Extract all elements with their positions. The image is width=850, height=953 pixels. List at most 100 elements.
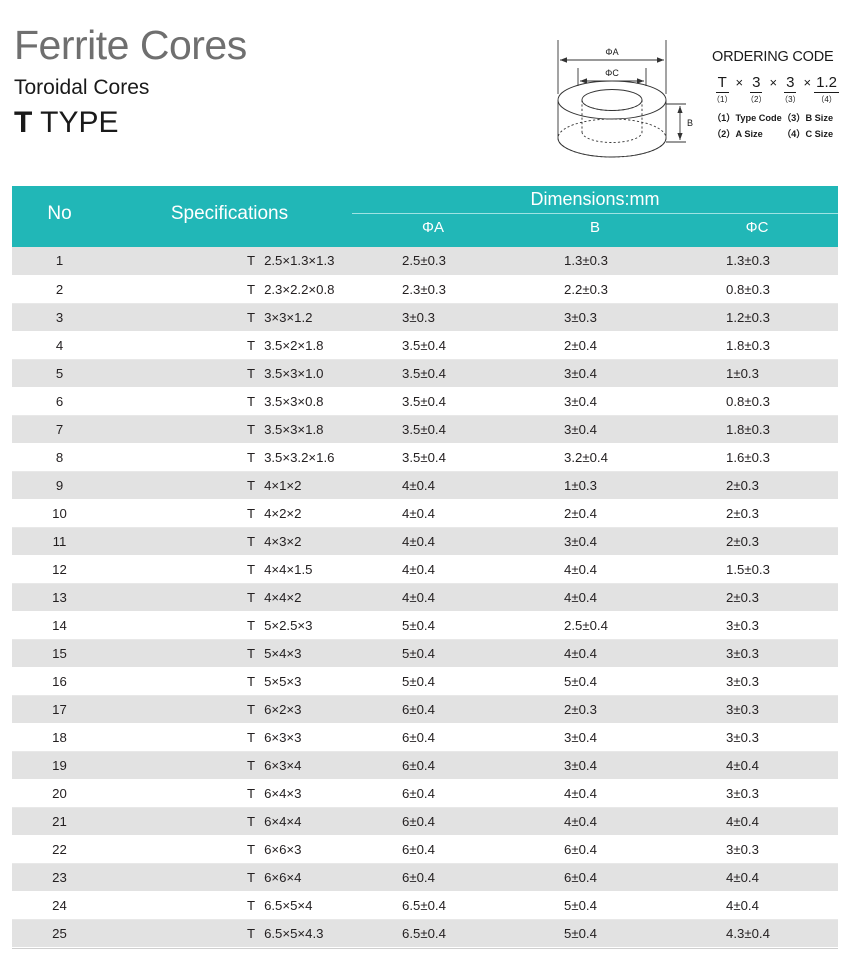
cell-dimension-b: 2.5±0.4	[514, 611, 676, 640]
cell-specification: T 4×1×2	[107, 471, 352, 500]
dimension-value: 3±0.3	[726, 785, 759, 801]
cell-spec-dimensions: 6×3×4	[264, 757, 302, 773]
dimension-value: 3±0.3	[402, 309, 435, 325]
table-row: 22 T 6×6×3 6±0.4 6±0.4 3±0.3	[12, 835, 839, 864]
cell-type-code: T	[247, 841, 256, 857]
dimension-value: 2±0.4	[564, 505, 597, 521]
dimension-value: 3±0.4	[564, 533, 597, 549]
dimension-value: 6±0.4	[402, 701, 435, 717]
cell-type-code: T	[247, 533, 256, 549]
cell-type-code: T	[247, 869, 256, 885]
dimension-value: 1.5±0.3	[726, 561, 770, 577]
cell-dimension-c: 1.2±0.3	[676, 303, 839, 332]
cell-no: 20	[12, 779, 107, 808]
cell-type-code: T	[247, 589, 256, 605]
cell-type-code: T	[247, 365, 256, 381]
dimension-value: 3±0.4	[564, 393, 597, 409]
cell-spec-dimensions: 3.5×3×1.0	[264, 365, 324, 381]
cell-dimension-c: 3±0.3	[676, 835, 839, 864]
specifications-table-wrap: No Specifications Dimensions:mm ΦA B ΦC …	[12, 186, 839, 949]
cell-dimension-b: 4±0.4	[514, 583, 676, 612]
dimension-value: 4±0.4	[726, 869, 759, 885]
cell-dimension-b: 3±0.4	[514, 359, 676, 388]
dimension-value: 3±0.4	[564, 757, 597, 773]
cell-dimension-a: 4±0.4	[352, 499, 514, 528]
dimension-value: 3.5±0.4	[402, 393, 446, 409]
dimension-value: 6±0.4	[564, 869, 597, 885]
dimension-value: 2±0.3	[726, 533, 759, 549]
cell-dimension-a: 3±0.3	[352, 303, 514, 332]
cell-dimension-c: 0.8±0.3	[676, 275, 839, 304]
table-row: 5 T 3.5×3×1.0 3.5±0.4 3±0.4 1±0.3	[12, 359, 839, 388]
ordering-part-1: T （1）	[712, 74, 732, 105]
cell-dimension-c: 3±0.3	[676, 611, 839, 640]
cell-spec-dimensions: 6×3×3	[264, 729, 302, 745]
cell-spec-dimensions: 2.5×1.3×1.3	[264, 253, 335, 269]
label-outer-diameter: ΦA	[605, 47, 618, 57]
cell-dimension-b: 4±0.4	[514, 639, 676, 668]
cell-dimension-c: 1.5±0.3	[676, 555, 839, 584]
cell-no: 1	[12, 247, 107, 276]
label-inner-diameter: ΦC	[605, 68, 619, 78]
cell-dimension-b: 2.2±0.3	[514, 275, 676, 304]
cell-dimension-b: 2±0.4	[514, 499, 676, 528]
cell-specification: T 6×6×4	[107, 863, 352, 892]
cell-no: 15	[12, 639, 107, 668]
cell-dimension-b: 6±0.4	[514, 835, 676, 864]
cell-spec-dimensions: 3.5×3×0.8	[264, 393, 324, 409]
dimension-value: 4±0.4	[402, 533, 435, 549]
dimension-value: 2.2±0.3	[564, 281, 608, 297]
cell-dimension-a: 6±0.4	[352, 779, 514, 808]
cell-spec-dimensions: 4×4×1.5	[264, 561, 313, 577]
cell-specification: T 6×4×4	[107, 807, 352, 836]
dimension-value: 0.8±0.3	[726, 281, 770, 297]
column-header-phi-a: ΦA	[352, 213, 514, 241]
column-header-phi-c: ΦC	[676, 213, 839, 241]
title-block: Ferrite Cores Toroidal Cores T TYPE	[14, 22, 247, 141]
cell-no: 3	[12, 303, 107, 332]
cell-dimension-b: 3±0.3	[514, 303, 676, 332]
cell-spec-dimensions: 3×3×1.2	[264, 309, 313, 325]
table-row: 19 T 6×3×4 6±0.4 3±0.4 4±0.4	[12, 751, 839, 780]
dimension-value: 2.5±0.3	[402, 253, 446, 269]
dimension-value: 4±0.4	[564, 589, 597, 605]
cell-spec-dimensions: 4×3×2	[264, 533, 302, 549]
ordering-separator-2: ×	[769, 75, 778, 90]
table-row: 14 T 5×2.5×3 5±0.4 2.5±0.4 3±0.3	[12, 611, 839, 640]
cell-dimension-c: 0.8±0.3	[676, 387, 839, 416]
table-row: 2 T 2.3×2.2×0.8 2.3±0.3 2.2±0.3 0.8±0.3	[12, 275, 839, 304]
cell-dimension-a: 5±0.4	[352, 611, 514, 640]
ordering-part-4-value: 1.2	[814, 74, 839, 93]
table-row: 6 T 3.5×3×0.8 3.5±0.4 3±0.4 0.8±0.3	[12, 387, 839, 416]
cell-spec-dimensions: 6×4×3	[264, 785, 302, 801]
table-row: 8 T 3.5×3.2×1.6 3.5±0.4 3.2±0.4 1.6±0.3	[12, 443, 839, 472]
cell-specification: T 3×3×1.2	[107, 303, 352, 332]
column-header-specifications: Specifications	[107, 186, 352, 241]
cell-specification: T 2.5×1.3×1.3	[107, 247, 352, 276]
dimension-value: 6±0.4	[564, 841, 597, 857]
cell-specification: T 6.5×5×4	[107, 891, 352, 920]
table-row: 18 T 6×3×3 6±0.4 3±0.4 3±0.3	[12, 723, 839, 752]
cell-type-code: T	[247, 253, 256, 269]
cell-dimension-b: 5±0.4	[514, 919, 676, 948]
cell-specification: T 3.5×3×0.8	[107, 387, 352, 416]
cell-no: 8	[12, 443, 107, 472]
cell-type-code: T	[247, 337, 256, 353]
cell-type-code: T	[247, 925, 256, 941]
dimension-value: 5±0.4	[564, 673, 597, 689]
dimension-value: 3.5±0.4	[402, 421, 446, 437]
dimension-value: 4±0.4	[726, 897, 759, 913]
dimension-value: 6±0.4	[402, 813, 435, 829]
cell-type-code: T	[247, 785, 256, 801]
cell-dimension-a: 6±0.4	[352, 835, 514, 864]
dimension-value: 6±0.4	[402, 785, 435, 801]
cell-dimension-a: 4±0.4	[352, 555, 514, 584]
dimension-value: 3±0.3	[726, 645, 759, 661]
cell-dimension-a: 5±0.4	[352, 667, 514, 696]
cell-type-code: T	[247, 757, 256, 773]
cell-no: 4	[12, 331, 107, 360]
dimension-value: 5±0.4	[564, 897, 597, 913]
cell-dimension-c: 3±0.3	[676, 779, 839, 808]
cell-dimension-b: 2±0.3	[514, 695, 676, 724]
cell-dimension-b: 4±0.4	[514, 555, 676, 584]
